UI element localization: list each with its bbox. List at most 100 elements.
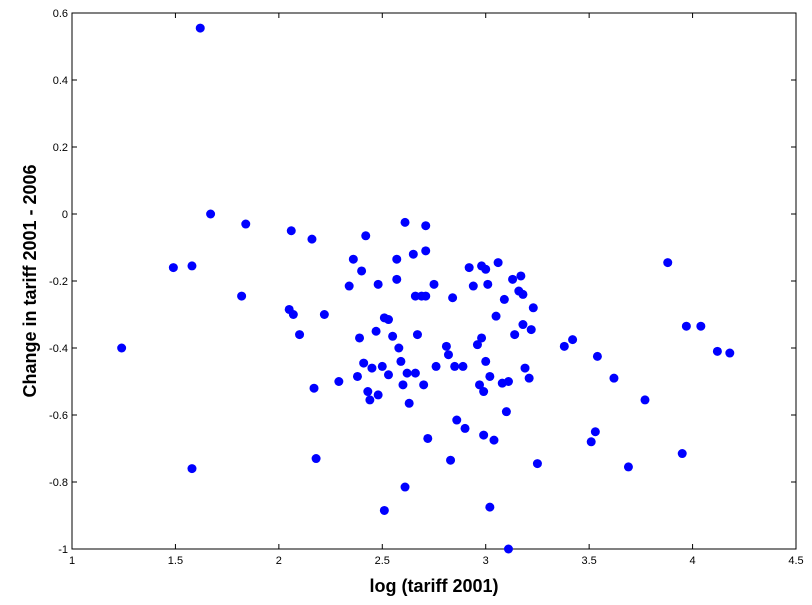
data-point	[508, 274, 518, 284]
y-axis-ticks: -1 -0.8 -0.6 -0.4 -0.2 0 0.2 0.4 0.6	[49, 8, 796, 556]
x-tick-label: 4	[690, 555, 696, 567]
data-point	[359, 358, 369, 368]
data-point	[408, 249, 418, 259]
data-point	[586, 437, 596, 447]
data-point	[446, 455, 456, 465]
data-point	[526, 325, 536, 335]
data-point	[532, 459, 542, 469]
data-point	[288, 310, 298, 319]
data-point	[365, 395, 375, 405]
data-point	[677, 449, 687, 459]
data-point	[367, 363, 377, 373]
data-point	[479, 430, 489, 440]
data-point	[311, 454, 321, 464]
data-point	[510, 330, 520, 340]
data-point	[383, 315, 393, 325]
data-point	[663, 258, 673, 268]
x-axis-title: log (tariff 2001)	[369, 576, 498, 596]
data-point	[681, 321, 691, 331]
data-point	[388, 331, 398, 341]
data-point	[640, 395, 650, 405]
data-point	[493, 258, 503, 268]
data-point	[520, 363, 530, 373]
x-axis-ticks: 1 1.5 2 2.5 3 3.5 4 4.5	[69, 13, 804, 567]
data-point	[319, 310, 329, 319]
data-point	[187, 261, 197, 271]
data-point	[468, 281, 478, 291]
data-point	[609, 373, 619, 383]
data-point	[412, 330, 422, 340]
data-point	[357, 266, 367, 276]
y-tick-label: 0.6	[53, 8, 68, 20]
y-axis-title: Change in tariff 2001 - 2006	[20, 164, 40, 397]
data-point	[503, 377, 513, 386]
data-point	[383, 370, 393, 380]
x-tick-label: 2.5	[375, 555, 390, 567]
data-point	[402, 368, 412, 378]
data-point	[371, 326, 381, 336]
data-point	[528, 303, 538, 313]
x-tick-label: 1	[69, 555, 75, 567]
data-point	[355, 333, 365, 343]
data-point	[307, 234, 317, 244]
data-point	[489, 435, 499, 445]
data-point	[392, 254, 402, 264]
y-tick-label: 0.2	[53, 142, 68, 154]
data-point	[423, 433, 433, 443]
data-point	[400, 217, 410, 227]
data-point	[450, 361, 460, 371]
data-point	[460, 423, 470, 433]
data-point	[481, 264, 491, 274]
data-point	[361, 231, 371, 241]
data-point	[452, 415, 462, 425]
data-point	[404, 398, 414, 408]
x-tick-label: 2	[276, 555, 282, 567]
data-point	[377, 361, 387, 371]
y-tick-label: -0.4	[49, 343, 68, 355]
data-point	[419, 380, 429, 390]
x-tick-label: 1.5	[168, 555, 183, 567]
data-point	[712, 346, 722, 356]
x-tick-label: 3.5	[581, 555, 596, 567]
y-tick-label: 0.4	[53, 75, 68, 87]
data-point	[373, 279, 383, 289]
data-point	[696, 321, 706, 331]
data-point	[477, 333, 487, 343]
data-point	[590, 427, 600, 437]
y-tick-label: -0.8	[49, 477, 68, 489]
data-point	[348, 254, 358, 264]
data-point	[195, 23, 205, 33]
data-point	[334, 377, 344, 386]
x-tick-label: 4.5	[788, 555, 803, 567]
data-point	[421, 291, 431, 301]
data-point	[431, 361, 441, 371]
data-point	[421, 221, 431, 231]
data-point	[373, 390, 383, 400]
data-point	[344, 281, 354, 291]
data-point	[117, 343, 127, 353]
data-point	[443, 350, 453, 360]
data-point	[485, 371, 495, 381]
data-point	[309, 383, 319, 393]
data-point	[491, 311, 501, 321]
x-tick-label: 3	[483, 555, 489, 567]
data-point	[363, 387, 373, 397]
data-point	[392, 274, 402, 284]
data-point	[410, 291, 420, 301]
data-point	[503, 544, 513, 554]
y-tick-label: -0.2	[49, 276, 68, 288]
data-point	[379, 505, 389, 515]
data-point	[481, 356, 491, 366]
data-point	[559, 341, 569, 351]
data-point	[448, 293, 458, 303]
data-point	[592, 351, 602, 361]
data-point	[524, 373, 534, 383]
y-tick-label: -1	[58, 544, 68, 556]
data-point	[725, 348, 735, 358]
data-point	[472, 340, 482, 350]
data-point	[458, 361, 468, 371]
data-point	[499, 294, 509, 304]
data-point	[479, 387, 489, 397]
data-point	[518, 289, 528, 299]
